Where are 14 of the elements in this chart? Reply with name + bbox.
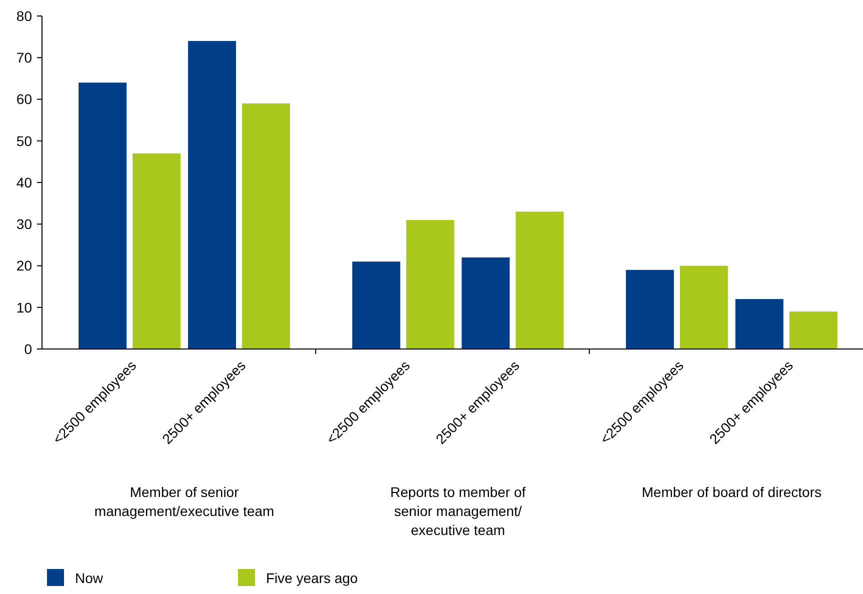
text: Reports to member of senior management/ executive team	[390, 484, 526, 538]
y-tick-label: 40	[16, 174, 32, 190]
y-tick-label: 30	[16, 216, 32, 232]
text: Member of board of directors	[642, 484, 822, 500]
y-tick-label: 60	[16, 91, 32, 108]
y-tick-label: 20	[16, 258, 32, 274]
y-tick-label: 50	[16, 132, 32, 149]
y-tick-label: 0	[24, 340, 32, 357]
legend-label: Five years ago	[266, 570, 358, 586]
legend-label: Now	[75, 570, 104, 586]
y-tick-label: 70	[16, 50, 32, 66]
y-tick-label: 80	[16, 8, 32, 24]
text: Member of senior management/executive team	[94, 484, 274, 519]
y-tick-label: 10	[16, 299, 32, 316]
